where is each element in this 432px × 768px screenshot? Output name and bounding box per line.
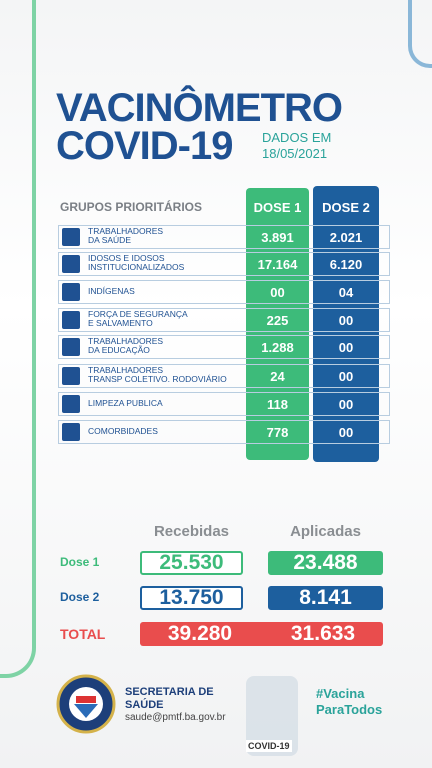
row-label: FORÇA DE SEGURANÇA (88, 309, 188, 319)
org-name: SECRETARIA DE (125, 686, 214, 698)
row-label: E SALVAMENTO (88, 318, 153, 328)
date-label: DADOS EM (262, 130, 332, 145)
dose1-value: 3.891 (261, 229, 294, 245)
row-label: COMORBIDADES (88, 425, 158, 436)
row-label: TRABALHADORES (88, 336, 164, 346)
row-label: IDOSOS E IDOSOS (88, 253, 165, 263)
row-label: INSTITUCIONALIZADOS (88, 262, 185, 272)
hashtag: ParaTodos (316, 702, 383, 717)
dose2-value: 6.120 (329, 256, 363, 272)
row-label: TRANSP COLETIVO. RODOVIÁRIO (88, 374, 227, 384)
dose2-value: 00 (338, 396, 354, 412)
row-label: TRABALHADORES (88, 226, 164, 236)
row-box (58, 252, 390, 276)
total-box (140, 622, 383, 646)
applied-value: 8.141 (268, 586, 383, 610)
dose1-value: 17.164 (257, 256, 298, 272)
dose1-value: 24 (270, 368, 285, 384)
org-name: SAÚDE (125, 699, 164, 711)
dose1-value: 778 (266, 424, 289, 440)
row-box (58, 392, 390, 416)
summary-label: TOTAL (60, 626, 106, 642)
dose2-column (313, 186, 379, 462)
email: saude@pmtf.ba.gov.br (125, 712, 226, 723)
dose1-value: 225 (266, 312, 289, 328)
summary-header: Recebidas (153, 522, 230, 540)
row-label: DA EDUCAÇÃO (88, 345, 150, 355)
column-header: GRUPOS PRIORITÁRIOS (60, 200, 203, 214)
decor-border (0, 0, 36, 678)
received-value: 25.530 (140, 551, 243, 575)
column-header: DOSE 2 (322, 199, 370, 215)
dose2-value: 2.021 (329, 229, 363, 245)
dose2-value: 00 (338, 339, 354, 355)
row-box (58, 335, 390, 359)
logo (56, 674, 116, 734)
dose1-value: 1.288 (261, 339, 294, 355)
title: COVID-19 (56, 124, 233, 168)
summary-header: Aplicadas (290, 522, 361, 540)
row-icon (62, 338, 80, 356)
row-label: DA SAÚDE (88, 235, 131, 245)
dose2-value: 00 (338, 424, 354, 440)
dose2-value: 00 (338, 312, 354, 328)
row-box (58, 420, 390, 444)
row-icon (62, 283, 80, 301)
dose2-value: 00 (338, 368, 354, 384)
row-icon (62, 255, 80, 273)
received-value: 13.750 (140, 586, 243, 610)
row-label: TRABALHADORES (88, 365, 164, 375)
row-label: INDÍGENAS (88, 285, 135, 296)
row-icon (62, 228, 80, 246)
dose1-value: 118 (267, 396, 288, 412)
dose2-value: 04 (338, 284, 354, 300)
row-box (58, 280, 390, 304)
row-icon (62, 311, 80, 329)
dose1-value: 00 (270, 284, 285, 300)
applied-value: 23.488 (268, 551, 383, 575)
row-icon (62, 367, 80, 385)
received-value: 39.280 (167, 622, 233, 645)
summary-label: Dose 1 (60, 555, 100, 569)
row-box (58, 308, 390, 332)
row-box (58, 364, 390, 388)
applied-value: 31.633 (290, 622, 356, 645)
vial-label: COVID-19 (246, 740, 292, 752)
row-label: LIMPEZA PUBLICA (88, 397, 163, 408)
row-icon (62, 395, 80, 413)
summary-label: Dose 2 (60, 590, 100, 604)
column-header: DOSE 1 (253, 199, 302, 215)
title: VACINÔMETRO (56, 86, 343, 130)
dose1-column (246, 188, 309, 460)
hashtag: #Vacina (316, 686, 365, 701)
date: 18/05/2021 (262, 146, 328, 161)
row-box (58, 225, 390, 249)
row-icon (62, 423, 80, 441)
decor-corner (408, 0, 432, 68)
